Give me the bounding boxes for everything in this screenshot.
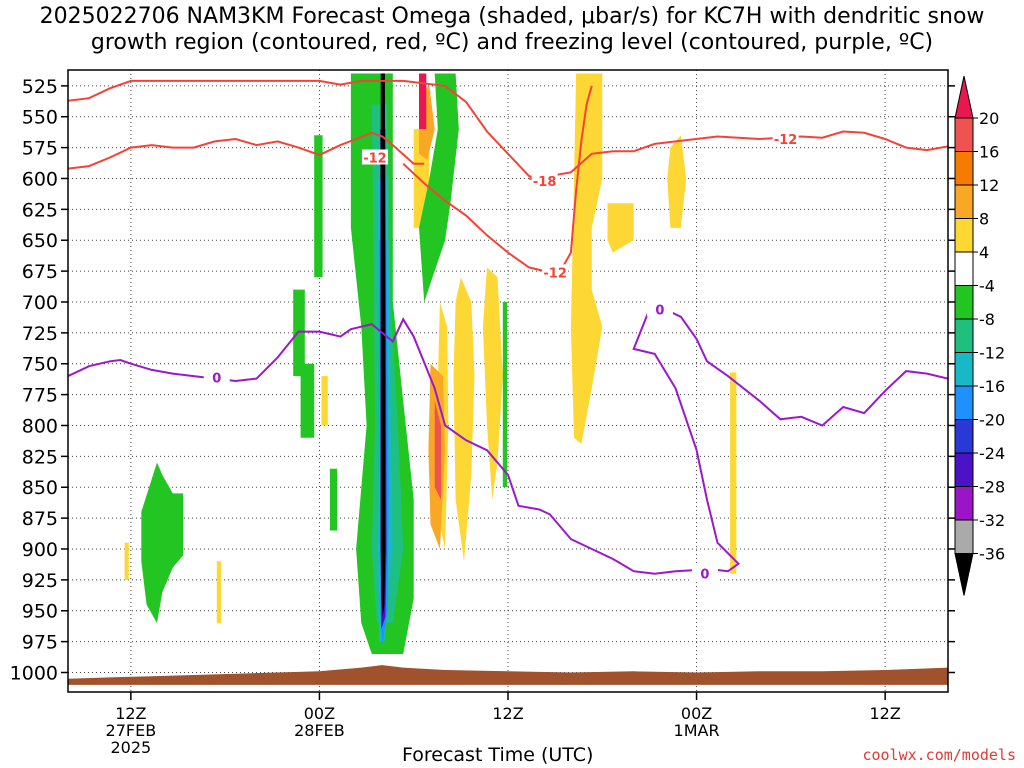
omega-positive-area <box>482 267 503 500</box>
y-tick-label: 875 <box>22 508 58 530</box>
omega-negative-area <box>141 462 184 624</box>
colorbar-swatch <box>954 553 974 596</box>
colorbar-label: -24 <box>979 444 1005 463</box>
omega-positive-area <box>570 73 603 444</box>
omega-negative-area <box>300 363 315 438</box>
colorbar-label: 8 <box>979 210 989 229</box>
colorbar-label: 16 <box>979 143 999 162</box>
y-tick-label: 650 <box>22 230 58 252</box>
freezing-level-label: 0 <box>212 371 221 386</box>
omega-positive-area <box>607 203 634 253</box>
y-tick-label: 975 <box>22 632 58 654</box>
omega-negative-area <box>502 302 507 488</box>
chart-title: 2025022706 NAM3KM Forecast Omega (shaded… <box>0 4 1024 56</box>
y-tick-label: 750 <box>22 354 58 376</box>
colorbar-swatch <box>954 352 974 387</box>
colorbar-label: -20 <box>979 411 1005 430</box>
freezing-level-label: 0 <box>655 303 664 318</box>
plot-area: -12 -12 -18 -12 0 0 0 <box>68 70 948 692</box>
y-tick-label: 600 <box>22 168 58 190</box>
y-tick-label: 950 <box>22 601 58 623</box>
y-tick-label: 700 <box>22 292 58 314</box>
colorbar-label: -36 <box>979 545 1005 564</box>
y-tick-label: 625 <box>22 199 58 221</box>
freezing-level-label: 0 <box>700 568 709 583</box>
y-tick-label: 725 <box>22 323 58 345</box>
dendritic-contour-line <box>402 85 593 274</box>
x-tick-sublabel: 28FEB <box>294 721 345 740</box>
omega-negative-area <box>314 135 323 278</box>
colorbar-swatch <box>954 419 974 454</box>
colorbar-label: 4 <box>979 243 989 262</box>
chart-title-line2: growth region (contoured, red, ºC) and f… <box>90 30 934 55</box>
colorbar-swatch <box>954 519 974 554</box>
omega-negative-area <box>293 289 305 377</box>
terrain-fill <box>68 665 948 685</box>
y-tick-label: 925 <box>22 570 58 592</box>
x-tick-label: 00Z <box>681 704 712 723</box>
omega-positive-area <box>216 561 221 624</box>
omega-positive-area <box>124 542 129 580</box>
omega-positive-area <box>453 277 475 562</box>
omega-negative-area <box>419 73 459 302</box>
x-tick-sublabel: 1MAR <box>674 721 720 740</box>
colorbar-swatch <box>954 251 974 286</box>
colorbar-label: -8 <box>979 310 995 329</box>
chart-title-line1: 2025022706 NAM3KM Forecast Omega (shaded… <box>39 4 985 29</box>
y-tick-label: 825 <box>22 446 58 468</box>
x-tick-label: 12Z <box>869 704 900 723</box>
colorbar-label: -28 <box>979 478 1005 497</box>
omega-positive-area <box>434 400 441 500</box>
y-tick-label: 800 <box>22 415 58 437</box>
colorbar-swatch <box>954 452 974 487</box>
y-tick-label: 850 <box>22 477 58 499</box>
colorbar-label: -12 <box>979 344 1005 363</box>
x-tick-label: 12Z <box>115 704 146 723</box>
dendritic-contour-label: -12 <box>363 151 387 166</box>
colorbar-label: -32 <box>979 511 1005 530</box>
colorbar-swatch <box>954 184 974 219</box>
colorbar-swatch <box>954 285 974 320</box>
omega-positive-area <box>321 376 328 426</box>
colorbar-label: 12 <box>979 176 999 195</box>
omega-positive-area <box>419 73 427 130</box>
colorbar-label: 20 <box>979 109 999 128</box>
colorbar-swatch <box>954 486 974 521</box>
colorbar-label: -4 <box>979 277 995 296</box>
y-tick-label: 575 <box>22 138 58 160</box>
x-tick-sublabel: 27FEB <box>106 721 157 740</box>
omega-negative-area <box>329 468 338 531</box>
y-tick-label: 675 <box>22 261 58 283</box>
colorbar-swatch <box>954 218 974 253</box>
x-tick-label: 12Z <box>492 704 523 723</box>
omega-positive-area <box>667 135 687 228</box>
x-tick-sublabel: 2025 <box>110 738 151 757</box>
dendritic-contour-label: -12 <box>774 133 798 148</box>
x-axis-label: Forecast Time (UTC) <box>402 744 594 766</box>
dendritic-contour-label: -12 <box>543 266 567 281</box>
colorbar-swatch <box>954 117 974 152</box>
dendritic-contour-label: -18 <box>533 175 557 190</box>
colorbar-swatch <box>954 318 974 353</box>
colorbar-swatch <box>954 385 974 420</box>
colorbar-swatch <box>954 151 974 186</box>
credit-text: coolwx.com/models <box>862 746 1016 764</box>
omega-negative-area <box>380 73 386 617</box>
y-tick-label: 900 <box>22 539 58 561</box>
x-tick-label: 00Z <box>304 704 335 723</box>
y-tick-label: 525 <box>22 76 58 98</box>
colorbar-swatch <box>954 75 974 119</box>
dendritic-contour-line <box>68 131 425 170</box>
y-tick-label: 550 <box>22 107 58 129</box>
y-tick-label: 1000 <box>10 663 58 685</box>
omega-positive-area <box>730 372 737 574</box>
y-tick-label: 775 <box>22 385 58 407</box>
colorbar-label: -16 <box>979 377 1005 396</box>
freezing-level-contour-line <box>68 308 948 575</box>
